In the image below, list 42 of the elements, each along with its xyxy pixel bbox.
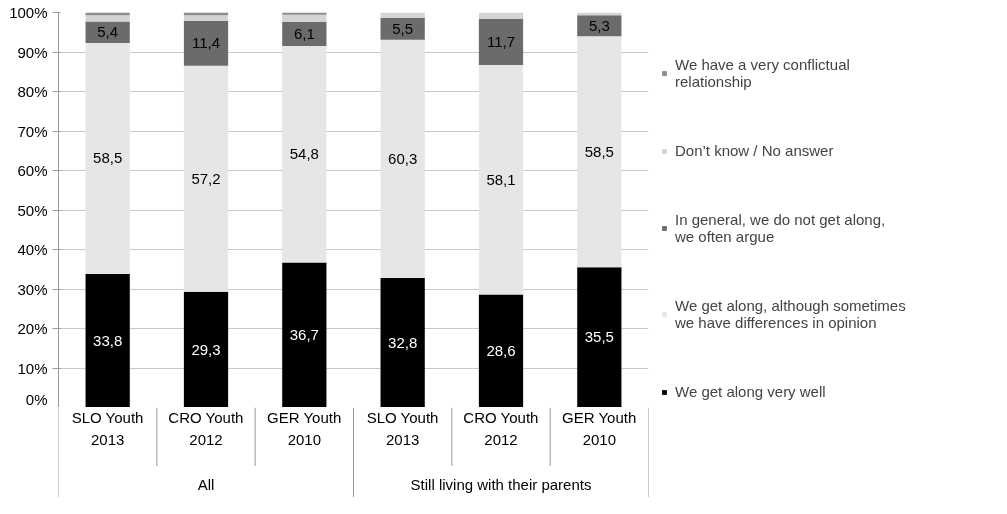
data-label: 5,5: [392, 19, 414, 37]
legend-label: We have a very conflictual relationship: [675, 56, 850, 90]
x-tick-label: CRO Youth 2012: [463, 409, 539, 449]
legend-label: We get along very well: [675, 383, 826, 400]
data-label: 60,3: [388, 149, 418, 167]
y-tick-label: 60%: [17, 162, 48, 179]
x-tick-label: GER Youth 2010: [267, 409, 342, 449]
x-tick-label: GER Youth 2010: [562, 409, 637, 449]
y-tick-label: 50%: [17, 201, 48, 219]
data-label: 11,4: [191, 34, 221, 52]
data-label: 58,1: [486, 170, 516, 188]
data-label: 29,3: [191, 340, 221, 358]
y-tick-label: 100%: [9, 4, 48, 21]
y-tick-label: 70%: [17, 122, 48, 140]
y-tick-label: 30%: [17, 280, 48, 298]
y-tick-label: 20%: [17, 320, 48, 337]
x-tick-label: CRO Youth 2012: [168, 409, 244, 449]
data-label: 28,6: [486, 342, 516, 360]
data-label: 36,7: [289, 326, 319, 344]
data-label: 35,5: [584, 328, 614, 346]
legend-label: In general, we do not get along, we often argue: [675, 211, 886, 245]
data-label: 5,3: [588, 16, 610, 34]
data-label: 11,7: [486, 32, 516, 50]
data-label: 54,8: [289, 145, 319, 163]
text: Still living with their parents: [410, 475, 592, 493]
y-tick-label: 80%: [17, 83, 48, 100]
x-tick-label: SLO Youth 2013: [71, 409, 144, 449]
y-tick-label: 0%: [25, 390, 48, 408]
data-label: 57,2: [191, 169, 221, 187]
data-label: 58,5: [93, 149, 123, 167]
y-tick-label: 40%: [17, 241, 48, 258]
data-label: 58,5: [584, 142, 614, 160]
data-label: 32,8: [388, 333, 418, 351]
y-tick-label: 90%: [17, 43, 48, 61]
data-label: 33,8: [93, 331, 123, 349]
x-tick-label: SLO Youth 2013: [366, 409, 439, 449]
legend-label: We get along, although sometimes we have differences in opinion: [675, 297, 906, 331]
text: All: [197, 475, 215, 493]
y-tick-label: 10%: [17, 359, 48, 377]
data-label: 6,1: [293, 25, 315, 43]
data-label: 5,4: [97, 23, 119, 41]
legend-label: Don’t know / No answer: [675, 142, 834, 159]
